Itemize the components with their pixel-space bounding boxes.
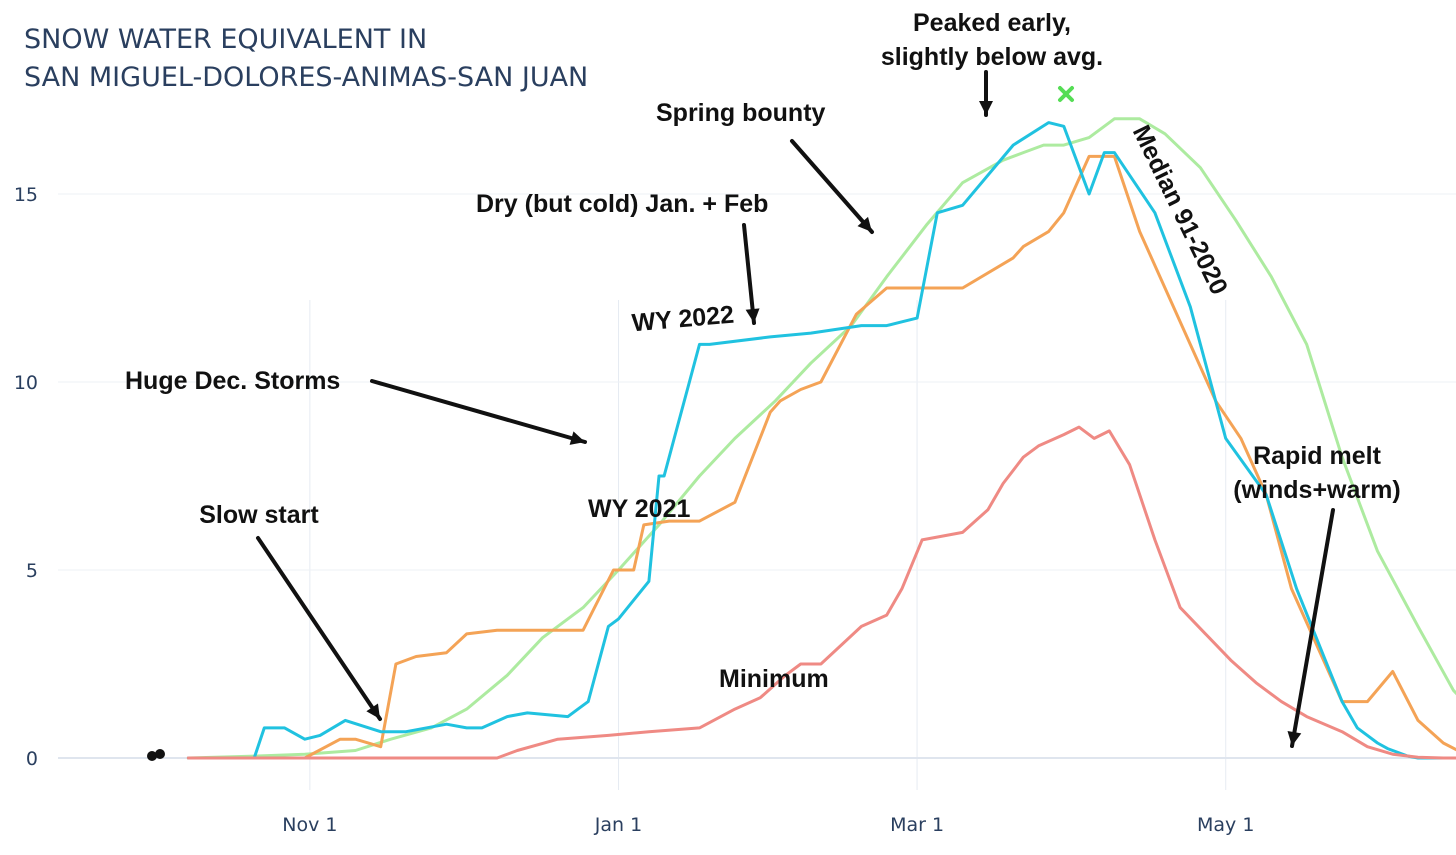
annotation-below-avg: slightly below avg. xyxy=(881,43,1103,71)
annotation-wy-2021: WY 2021 xyxy=(588,495,690,523)
annotation-peaked-early: Peaked early, xyxy=(913,9,1071,37)
annotation-winds-warm: (winds+warm) xyxy=(1233,476,1400,504)
y-tick-label: 15 xyxy=(14,184,38,206)
annotation-spring-bounty: Spring bounty xyxy=(656,99,826,127)
x-tick-label: May 1 xyxy=(1197,814,1254,836)
peak-marker xyxy=(1058,86,1074,102)
series-line-wy-2021 xyxy=(186,154,1456,760)
series-line-median-91-2020 xyxy=(186,117,1456,760)
x-tick-label: Mar 1 xyxy=(890,814,944,836)
arrow-peaked-early xyxy=(979,70,993,117)
y-tick-label: 10 xyxy=(14,372,38,394)
annotation-huge-dec-storms: Huge Dec. Storms xyxy=(125,367,340,395)
series-line-wy-2022 xyxy=(186,121,1456,760)
x-tick-label: Jan 1 xyxy=(594,814,642,836)
y-tick-label: 5 xyxy=(26,560,38,582)
arrow-huge-dec-storms xyxy=(370,379,587,445)
start-marker xyxy=(147,749,165,761)
chart-title-line-1: SNOW WATER EQUIVALENT IN xyxy=(24,24,427,55)
arrow-slow-start xyxy=(256,536,382,721)
series-line-minimum xyxy=(186,425,1456,760)
chart-title-line-2: SAN MIGUEL-DOLORES-ANIMAS-SAN JUAN xyxy=(24,62,588,93)
x-tick-label: Nov 1 xyxy=(282,814,337,836)
arrow-spring-bounty xyxy=(790,139,874,234)
arrow-rapid-melt xyxy=(1287,508,1335,748)
y-tick-label: 0 xyxy=(26,748,38,770)
annotation-dry-jan-feb: Dry (but cold) Jan. + Feb xyxy=(476,190,768,218)
annotation-arrows xyxy=(256,70,1335,748)
annotation-minimum: Minimum xyxy=(719,665,829,693)
annotation-wy-2022: WY 2022 xyxy=(631,301,735,338)
series xyxy=(186,117,1456,760)
axis-ticks: Nov 1 Jan 1 Mar 1 May 1 0 5 10 15 xyxy=(14,184,1255,836)
annotation-rapid-melt: Rapid melt xyxy=(1253,442,1381,470)
annotation-slow-start: Slow start xyxy=(199,501,319,529)
arrow-dry-jan-feb xyxy=(742,223,760,325)
